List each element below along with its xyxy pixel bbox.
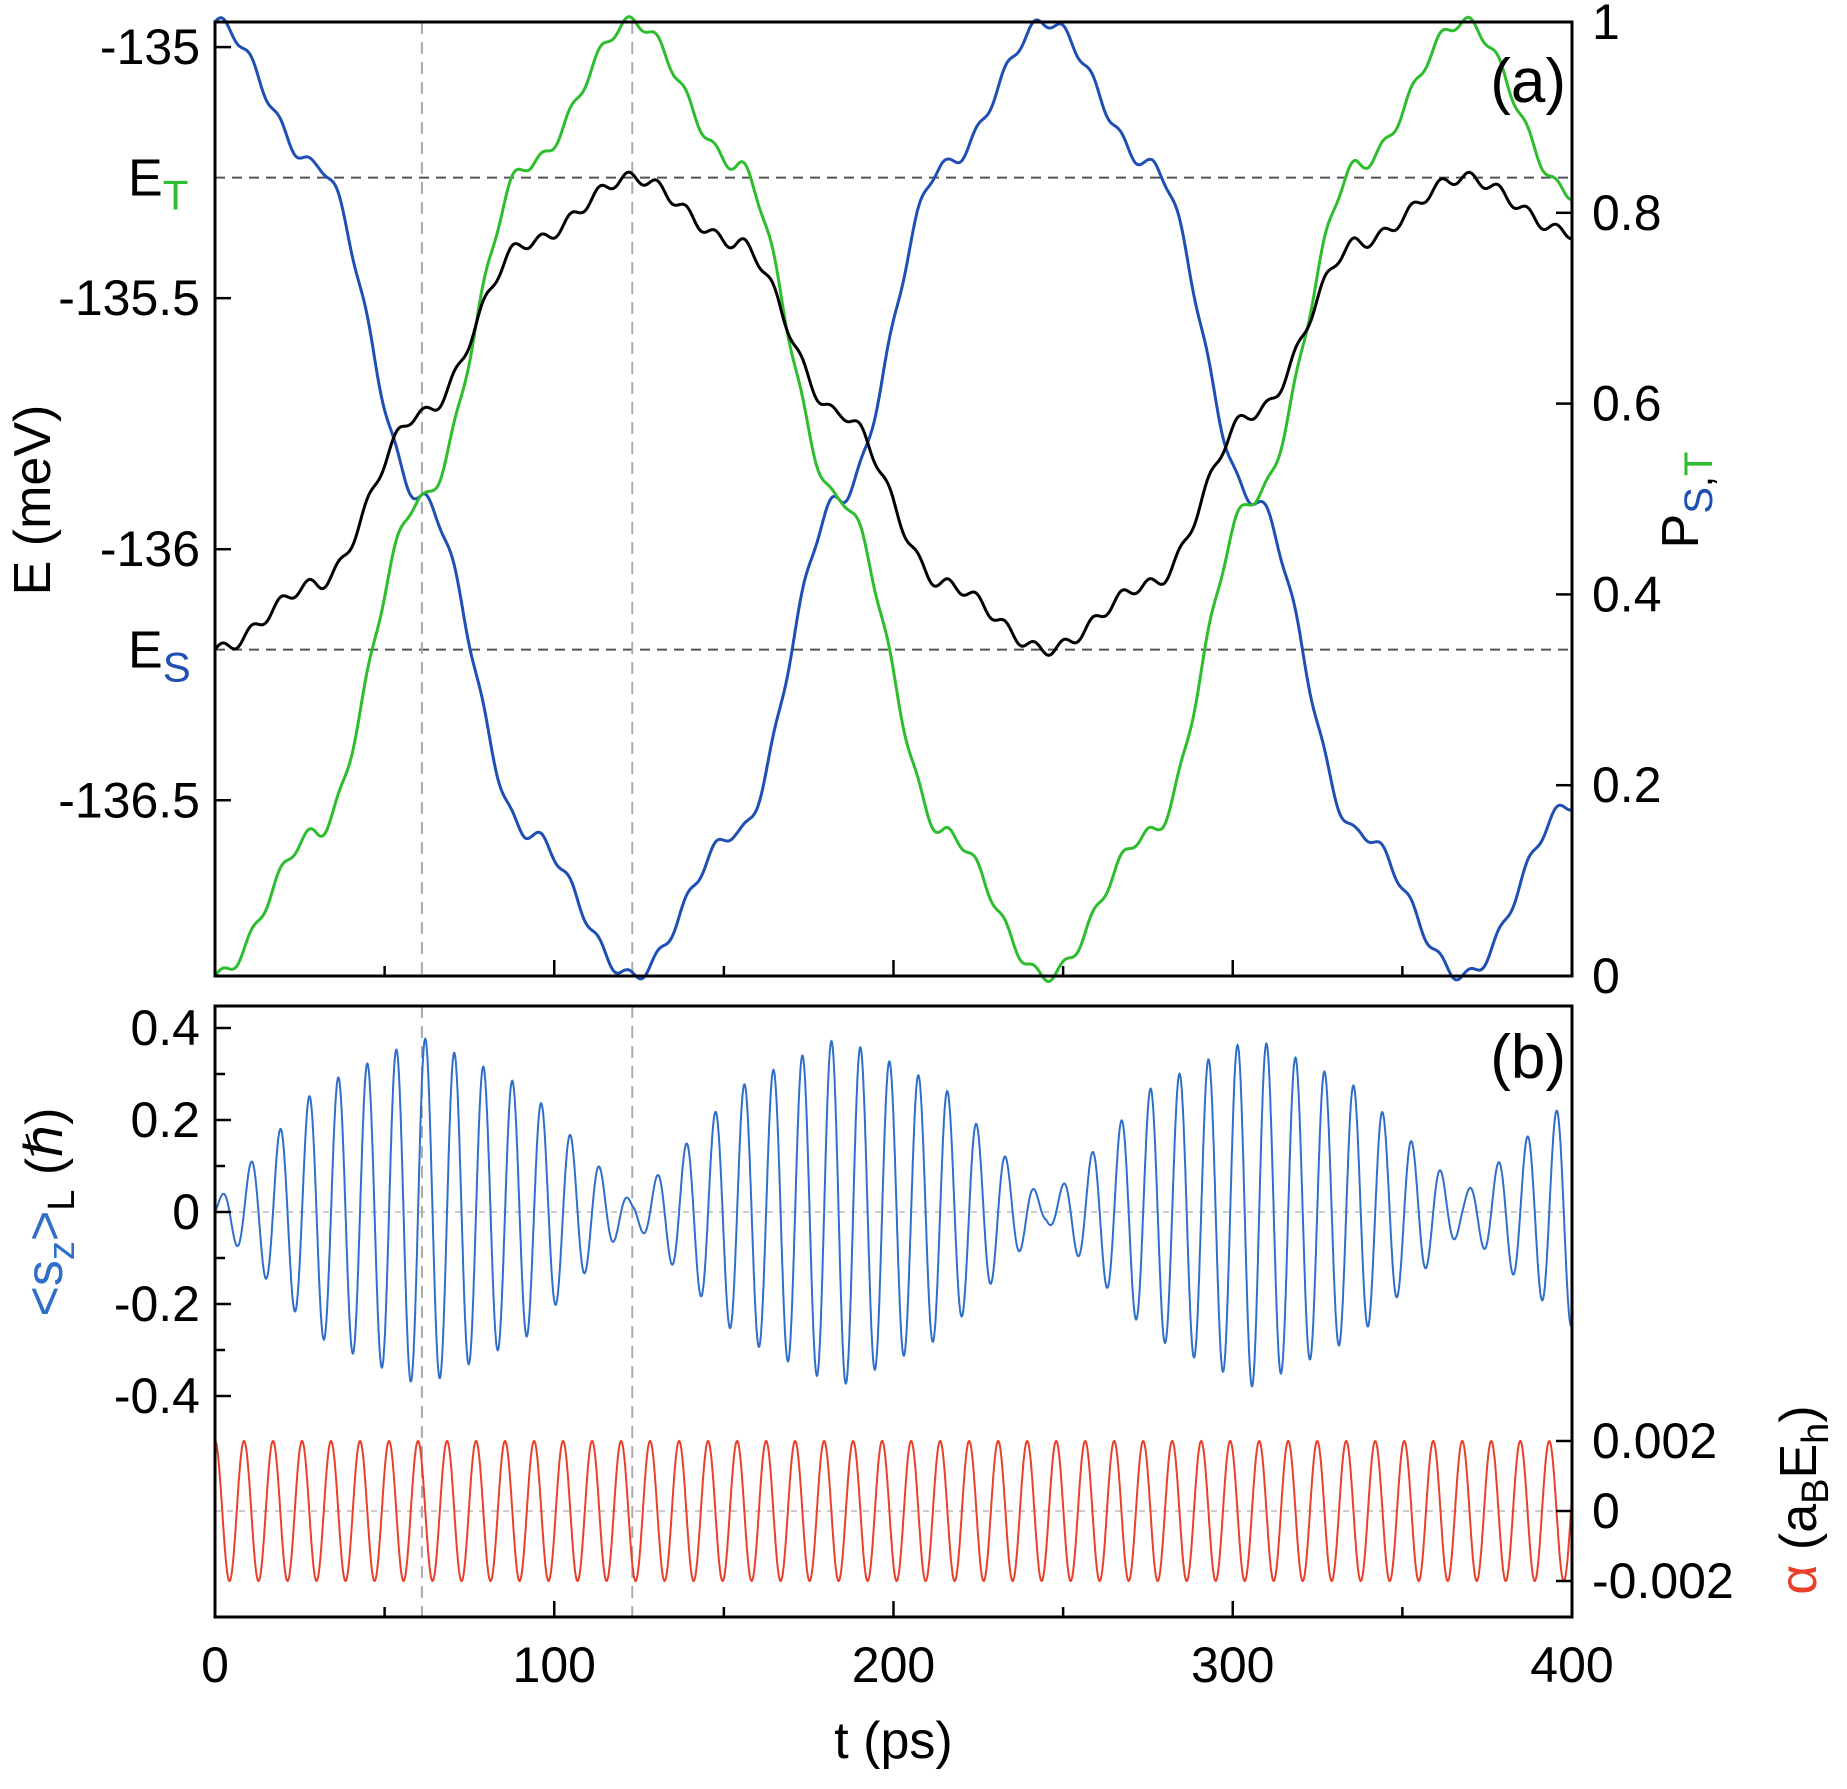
x-tick-label-1: 100 — [513, 1637, 596, 1693]
panel-b: 0.4 0.2 0 -0.2 -0.4 0.002 0 -0.002 0 100 200 300 400… — [16, 1000, 1837, 1770]
spin-axis-title-z: z — [41, 1241, 83, 1260]
left-tick-label-b-2: 0 — [172, 1184, 200, 1240]
panel-a-ticks: -135 -135.5 -136 -136.5 1 0.8 0.6 0.4 0.2 0 — [58, 0, 1661, 1004]
spin-axis-title: <sz>L (ℏ) — [16, 1108, 83, 1317]
left-tick-label-b-4: -0.4 — [114, 1368, 200, 1424]
spin-axis-title-l: L — [41, 1190, 83, 1211]
level-label-sub: S — [163, 644, 191, 691]
level-label-t: ET — [128, 150, 188, 219]
left-tick-label-a-0: -135 — [100, 19, 200, 75]
panel-a: -135 -135.5 -136 -136.5 1 0.8 0.6 0.4 0.2 0 (a) E… — [4, 0, 1721, 1004]
panel-b-series — [214, 1037, 1573, 1583]
right-tick-label-a-2: 0.6 — [1592, 376, 1662, 432]
right-tick-label-a-0: 1 — [1592, 0, 1620, 50]
x-tick-label-3: 300 — [1191, 1637, 1274, 1693]
probability-axis-title-s: S — [1677, 487, 1721, 514]
alpha-axis-title-close: ) — [1770, 1405, 1828, 1422]
level-label-main: E — [128, 622, 163, 680]
left-tick-label-a-2: -136 — [100, 521, 200, 577]
probability-axis-title: PS,T — [1652, 452, 1721, 549]
series-alpha — [214, 1439, 1573, 1583]
panel-b-ticks: 0.4 0.2 0 -0.2 -0.4 0.002 0 -0.002 0 100 200 300 400 — [114, 1000, 1734, 1693]
left-tick-label-b-3: -0.2 — [114, 1276, 200, 1332]
left-tick-label-b-1: 0.2 — [130, 1092, 200, 1148]
spin-axis-title-close: > — [16, 1211, 74, 1241]
alpha-axis-title-e: E — [1770, 1444, 1828, 1479]
right-tick-label-b-1: 0 — [1592, 1483, 1620, 1539]
left-tick-label-a-1: -135.5 — [58, 270, 200, 326]
x-tick-label-0: 0 — [201, 1637, 229, 1693]
level-label-s: ES — [128, 622, 191, 691]
spin-axis-title-open: <s — [16, 1260, 74, 1316]
alpha-axis-title-h: h — [1795, 1423, 1837, 1444]
series-p-t — [213, 15, 1573, 983]
probability-axis-title-p: P — [1652, 514, 1710, 549]
x-tick-label-2: 200 — [852, 1637, 935, 1693]
panel-a-label: (a) — [1490, 47, 1566, 116]
right-tick-label-a-4: 0.2 — [1592, 757, 1662, 813]
right-tick-label-a-5: 0 — [1592, 948, 1620, 1004]
level-label-sub: T — [163, 172, 189, 219]
left-tick-label-b-0: 0.4 — [130, 1000, 200, 1056]
energy-axis-title: E (meV) — [4, 405, 62, 596]
right-tick-label-b-0: 0.002 — [1592, 1413, 1717, 1469]
series-p-s — [213, 16, 1573, 982]
panel-b-label: (b) — [1490, 1023, 1566, 1092]
probability-axis-title-t: T — [1677, 452, 1721, 476]
level-label-main: E — [128, 150, 163, 208]
spin-axis-title-unit: (ℏ) — [16, 1108, 74, 1190]
alpha-axis-title: α (aBEh) — [1770, 1405, 1837, 1594]
right-tick-label-a-3: 0.4 — [1592, 566, 1662, 622]
alpha-axis-title-b: B — [1795, 1479, 1837, 1504]
right-tick-label-a-1: 0.8 — [1592, 185, 1662, 241]
series-sz-l — [214, 1037, 1573, 1388]
right-tick-label-b-2: -0.002 — [1592, 1553, 1734, 1609]
time-axis-title: t (ps) — [834, 1712, 952, 1770]
left-tick-label-a-3: -136.5 — [58, 772, 200, 828]
panel-a-series — [213, 15, 1573, 983]
x-tick-label-4: 400 — [1530, 1637, 1613, 1693]
alpha-axis-title-a: (a — [1770, 1504, 1828, 1565]
alpha-axis-title-symbol: α — [1770, 1565, 1828, 1595]
series-e — [213, 170, 1573, 657]
probability-axis-title-comma: , — [1677, 476, 1721, 487]
